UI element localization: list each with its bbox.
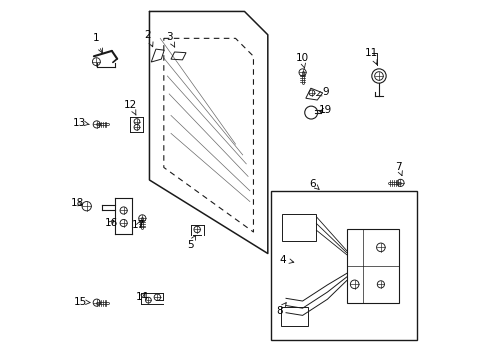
Text: 12: 12 xyxy=(124,100,137,115)
Text: 17: 17 xyxy=(132,220,145,230)
Text: 6: 6 xyxy=(309,179,319,189)
Text: 18: 18 xyxy=(70,198,83,208)
Text: 7: 7 xyxy=(395,162,402,176)
Bar xyxy=(280,307,307,326)
Text: 9: 9 xyxy=(316,87,328,97)
Text: 4: 4 xyxy=(279,255,293,265)
Text: 5: 5 xyxy=(187,235,195,249)
Text: 11: 11 xyxy=(365,48,378,64)
Text: 13: 13 xyxy=(73,118,89,128)
Text: 1: 1 xyxy=(92,33,102,53)
Bar xyxy=(281,214,316,241)
Text: 2: 2 xyxy=(144,30,153,47)
Text: 3: 3 xyxy=(165,32,174,47)
Text: 8: 8 xyxy=(276,303,285,316)
Text: 14: 14 xyxy=(135,292,149,302)
Text: 19: 19 xyxy=(318,105,331,115)
Bar xyxy=(346,229,398,303)
Bar xyxy=(271,191,416,339)
Text: 16: 16 xyxy=(104,218,118,228)
Text: 10: 10 xyxy=(295,53,308,68)
Text: 15: 15 xyxy=(74,297,90,307)
